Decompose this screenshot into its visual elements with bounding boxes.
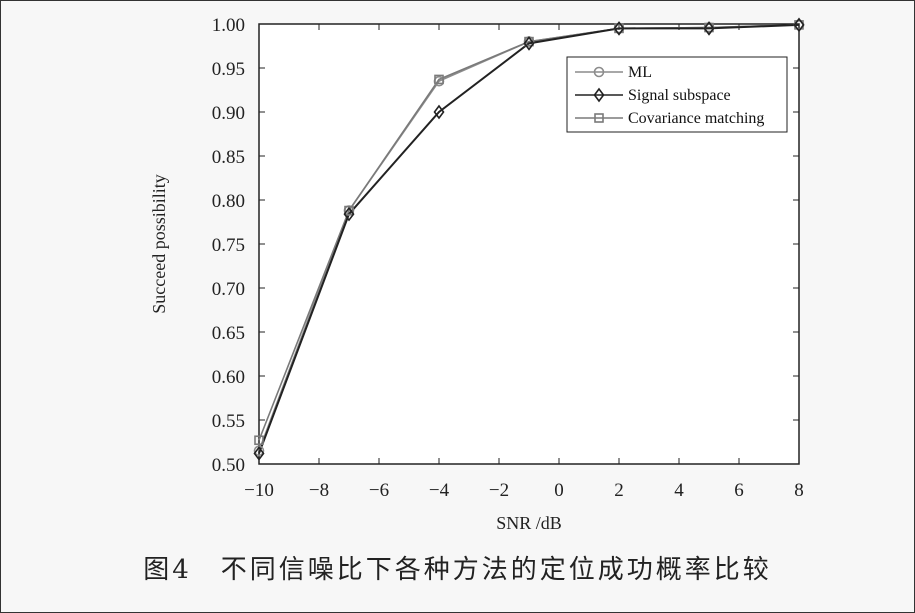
x-tick-label: −2 bbox=[489, 480, 509, 501]
y-tick-label: 0.50 bbox=[212, 455, 245, 476]
axis-ticks: −10 −8 −6 −4 −2 0 2 4 6 8 0.50 0.55 0.60 0.65 0.70 0.75… bbox=[212, 15, 804, 501]
x-tick-label: 6 bbox=[734, 480, 744, 501]
signal-subspace-point bbox=[433, 104, 445, 120]
x-tick-label: 4 bbox=[674, 480, 684, 501]
legend: ML Signal subspace Covariance matching bbox=[566, 56, 788, 133]
signal-subspace-point bbox=[343, 206, 355, 222]
legend-signal-subspace-label: Signal subspace bbox=[628, 87, 731, 104]
legend-ml-marker bbox=[593, 66, 605, 78]
x-tick-label: −6 bbox=[369, 480, 389, 501]
legend-ml-label: ML bbox=[628, 64, 652, 81]
y-tick-label: 0.65 bbox=[212, 323, 245, 344]
signal-subspace-point bbox=[613, 21, 625, 36]
y-tick-label: 0.75 bbox=[212, 235, 245, 256]
signal-subspace-point bbox=[523, 36, 535, 51]
x-tick-label: −8 bbox=[309, 480, 329, 501]
x-tick-label: 2 bbox=[614, 480, 624, 501]
covariance-matching-point bbox=[254, 435, 264, 446]
y-tick-label: 0.70 bbox=[212, 279, 245, 300]
signal-subspace-point bbox=[703, 21, 715, 36]
series-markers bbox=[253, 17, 805, 461]
x-axis-title: SNR /dB bbox=[496, 513, 562, 533]
y-tick-label: 0.80 bbox=[212, 191, 245, 212]
y-tick-label: 0.90 bbox=[212, 103, 245, 124]
figure-caption: 图4 不同信噪比下各种方法的定位成功概率比较 bbox=[143, 555, 772, 585]
legend-covariance-matching-marker bbox=[594, 113, 604, 123]
y-axis-title: Succeed possibility bbox=[149, 174, 169, 313]
y-tick-label: 0.55 bbox=[212, 411, 245, 432]
covariance-matching-point bbox=[344, 205, 354, 216]
y-tick-label: 0.85 bbox=[212, 147, 245, 168]
y-tick-label: 1.00 bbox=[212, 15, 245, 36]
signal-subspace-point bbox=[793, 17, 805, 33]
line-chart: −10 −8 −6 −4 −2 0 2 4 6 8 0.50 0.55 0.60 0.65 0.70 0.75… bbox=[149, 15, 805, 533]
x-tick-label: −4 bbox=[429, 480, 450, 501]
x-tick-label: 0 bbox=[554, 480, 564, 501]
y-tick-label: 0.60 bbox=[212, 367, 245, 388]
y-tick-label: 0.95 bbox=[212, 59, 245, 80]
x-tick-label: −10 bbox=[244, 480, 274, 501]
x-tick-label: 8 bbox=[794, 480, 804, 501]
legend-covariance-matching-label: Covariance matching bbox=[628, 110, 764, 127]
covariance-matching-point bbox=[434, 74, 444, 85]
legend-signal-subspace-marker bbox=[593, 87, 605, 103]
signal-subspace-point bbox=[253, 446, 265, 461]
